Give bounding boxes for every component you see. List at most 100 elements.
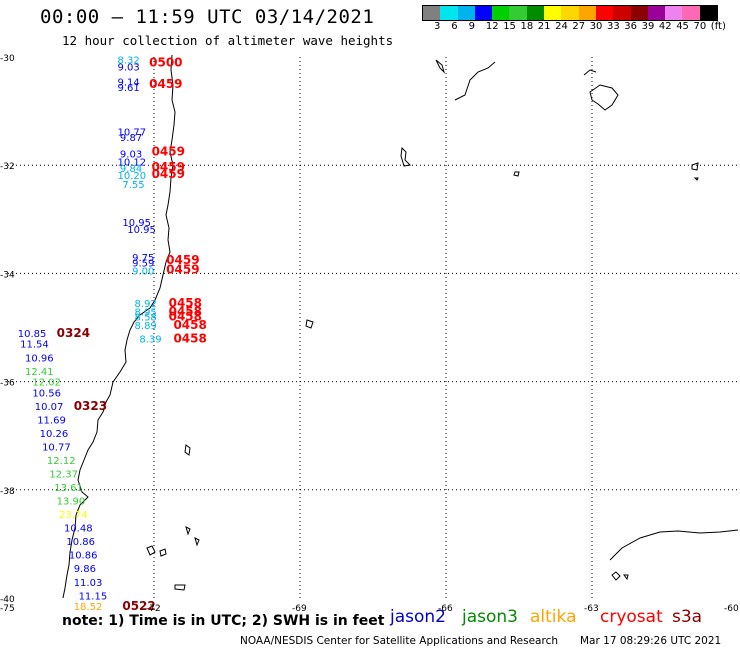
legend-label: 3 <box>434 21 441 32</box>
legend-swatch <box>509 6 527 20</box>
wave-height-label: 9.87 <box>120 133 142 144</box>
graticule <box>8 57 738 598</box>
chile-coastline <box>62 54 176 599</box>
legend-swatch <box>682 6 700 20</box>
latitude-tick-label: -40 <box>0 595 15 605</box>
island <box>400 146 412 167</box>
satellite-jason3: jason3 <box>462 607 518 627</box>
coastline <box>62 54 739 599</box>
color-scale-labels: 3 6 9 12 15 18 21 24 27 30 33 36 39 42 45 70 (ft) <box>422 21 740 33</box>
island <box>305 319 314 329</box>
wave-height-label: 13.61 <box>54 483 83 494</box>
pass-time-label: 0459 <box>152 160 185 174</box>
wave-height-label: 12.02 <box>32 378 61 389</box>
island <box>611 571 621 581</box>
pass-time-label: 0324 <box>57 326 90 340</box>
island <box>609 529 739 561</box>
wave-height-label: 11.15 <box>79 591 108 602</box>
wave-height-label: 9.03 <box>118 63 140 74</box>
legend-swatch <box>578 6 596 20</box>
legend-label: (ft) <box>710 21 726 32</box>
longitude-tick-label: -60 <box>724 604 739 614</box>
legend-label: 24 <box>555 21 568 32</box>
island <box>589 84 619 111</box>
wave-height-label: 8.58 <box>135 313 157 324</box>
wave-height-label: 9.84 <box>120 164 142 175</box>
satellite-cryosat: cryosat <box>600 607 663 627</box>
longitude-tick-label: -75 <box>0 604 15 614</box>
legend-label: 18 <box>520 21 534 32</box>
longitude-tick-label: -69 <box>292 604 307 614</box>
legend-label: 9 <box>468 21 475 32</box>
longitude-tick-label: -66 <box>438 604 453 614</box>
map-title: 00:00 – 11:59 UTC 03/14/2021 <box>40 6 375 28</box>
island <box>513 171 520 177</box>
wave-height-label: 10.26 <box>40 429 69 440</box>
legend-swatch <box>699 6 718 20</box>
legend-swatch <box>613 6 631 20</box>
axis-tick-labels: -30 -32 -34 -36 -38 -40-75 -72 -69 -66 -63 -60 <box>0 54 739 614</box>
island <box>691 162 699 171</box>
legend-label: 33 <box>607 21 620 32</box>
legend-label: 12 <box>485 21 499 32</box>
legend-label: 39 <box>641 21 655 32</box>
satellite-s3a: s3a <box>672 607 703 627</box>
legend-swatch <box>492 6 510 20</box>
wave-height-label: 12.37 <box>49 470 78 481</box>
wave-height-label: 18.52 <box>74 602 103 613</box>
legend-label: 30 <box>589 21 603 32</box>
island <box>185 526 191 536</box>
wave-height-label: 11.69 <box>37 415 66 426</box>
latitude-tick-label: -36 <box>0 379 15 389</box>
pass-time-label: 0458 <box>169 304 202 318</box>
wave-height-label: 7.55 <box>122 180 144 191</box>
wave-height-label: 10.56 <box>32 388 61 399</box>
longitude-tick-label: -72 <box>146 604 161 614</box>
pass-time-label: 0522 <box>122 599 155 613</box>
legend-label: 36 <box>624 21 638 32</box>
wave-height-label: 10.77 <box>42 443 71 454</box>
wave-height-label: 10.20 <box>118 171 147 182</box>
wave-height-label: 9.14 <box>118 77 140 88</box>
pass-time-label: 0458 <box>173 331 206 345</box>
pass-time-label: 0500 <box>149 55 182 69</box>
satellite-altika: altika <box>530 607 577 627</box>
wave-height-label: 10.96 <box>25 353 54 364</box>
wave-height-label: 8.92 <box>135 299 157 310</box>
wave-height-label: 23.74 <box>59 510 88 521</box>
legend-swatch <box>647 6 666 20</box>
wave-height-label: 10.85 <box>18 329 47 340</box>
map-subtitle: 12 hour collection of altimeter wave hei… <box>62 33 394 48</box>
legend-label: 6 <box>451 21 458 32</box>
island <box>159 548 167 557</box>
pass-time-label: 0458 <box>169 296 202 310</box>
latitude-tick-label: -38 <box>0 487 15 497</box>
legend-swatch <box>544 6 562 20</box>
legend-label: 42 <box>658 21 672 32</box>
legend-swatch <box>457 6 475 20</box>
island <box>583 69 597 76</box>
wave-height-label: 10.48 <box>64 524 93 535</box>
wave-height-label: 8.95 <box>135 307 157 318</box>
wave-height-label: 10.86 <box>69 551 98 562</box>
wave-height-label: 10.07 <box>35 402 64 413</box>
legend-swatch <box>561 6 579 20</box>
legend-label: 21 <box>537 21 551 32</box>
pass-time-label: 0323 <box>74 399 107 413</box>
wave-height-label: 9.75 <box>132 253 154 264</box>
legend-swatch <box>630 6 648 20</box>
island <box>194 537 200 547</box>
units-note: note: 1) Time is in UTC; 2) SWH is in fe… <box>62 613 385 629</box>
legend-label: 70 <box>693 21 707 32</box>
island <box>184 444 191 456</box>
legend-swatch <box>423 6 441 20</box>
wave-height-label: 8.32 <box>118 56 140 67</box>
wave-height-label: 9.59 <box>132 259 154 270</box>
island <box>435 59 446 74</box>
wave-height-label: 9.86 <box>74 564 96 575</box>
color-scale-legend <box>422 5 719 21</box>
wave-height-label: 12.12 <box>47 456 76 467</box>
wave-height-label: 8.89 <box>135 321 157 332</box>
